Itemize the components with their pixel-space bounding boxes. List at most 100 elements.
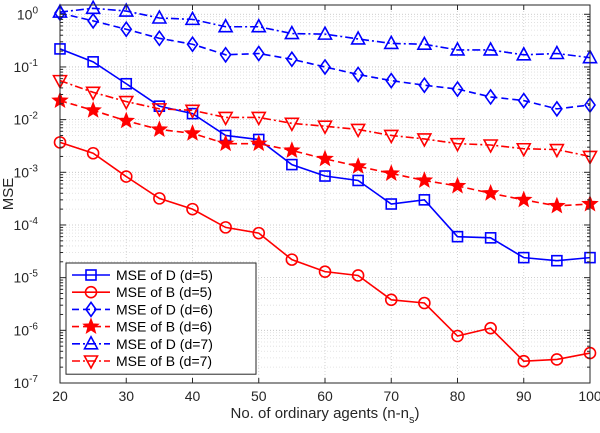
legend-marker	[83, 355, 99, 370]
data-point	[120, 77, 133, 90]
legend-entry: MSE of B (d=5)	[72, 284, 212, 300]
data-point	[184, 104, 201, 120]
data-point	[418, 296, 431, 310]
y-tick-label: 10-1	[14, 58, 39, 75]
data-point	[385, 72, 398, 90]
data-point	[150, 120, 169, 137]
data-point	[451, 230, 464, 243]
x-tick-label: 20	[52, 388, 68, 404]
data-point	[86, 146, 100, 160]
data-point	[250, 18, 267, 33]
data-point	[319, 58, 331, 76]
data-point	[118, 2, 135, 17]
data-point	[219, 221, 232, 234]
data-point	[351, 269, 365, 282]
data-point	[285, 50, 298, 68]
legend-label: MSE of D (d=7)	[116, 336, 213, 352]
legend-entry: MSE of D (d=5)	[72, 267, 213, 283]
y-tick-label: 10-2	[14, 111, 39, 128]
data-point	[118, 95, 135, 111]
data-point	[85, 86, 101, 101]
legend-label: MSE of D (d=6)	[116, 301, 213, 317]
y-tick-label: 10-4	[14, 216, 39, 233]
data-point	[219, 46, 232, 64]
legend-entry: MSE of B (d=7)	[72, 353, 212, 370]
data-point	[514, 190, 533, 208]
data-point	[549, 44, 565, 60]
data-point	[249, 134, 268, 152]
data-point	[283, 141, 301, 158]
series-2	[53, 136, 597, 368]
x-tick-label: 30	[118, 388, 134, 404]
series-line	[59, 48, 591, 262]
data-point	[481, 184, 500, 201]
legend-label: MSE of B (d=5)	[116, 284, 212, 300]
data-point	[319, 170, 331, 182]
y-tick-label: 10-5	[14, 269, 39, 286]
data-point	[448, 176, 467, 194]
legend-entry: MSE of D (d=7)	[72, 335, 213, 352]
x-tick-label: 40	[185, 388, 201, 404]
data-point	[517, 354, 531, 368]
y-tick-label: 10-7	[14, 374, 39, 391]
data-point	[350, 123, 366, 139]
data-point	[550, 353, 564, 366]
data-point	[153, 192, 166, 205]
data-point	[120, 20, 133, 38]
data-point	[416, 133, 433, 148]
legend-marker	[82, 317, 100, 335]
data-point	[217, 111, 234, 127]
x-tick-label: 80	[450, 388, 466, 404]
grid	[59, 5, 591, 384]
data-point	[383, 34, 400, 50]
series-line	[59, 79, 591, 158]
data-point	[284, 117, 300, 133]
data-point	[548, 196, 566, 214]
data-point	[385, 198, 398, 210]
data-point	[515, 46, 532, 61]
legend: MSE of D (d=5)MSE of B (d=5)MSE of D (d=…	[65, 262, 257, 375]
x-tick-label: 60	[317, 388, 333, 404]
data-point	[451, 80, 464, 98]
data-point	[382, 164, 401, 181]
legend-marker	[85, 269, 97, 281]
y-tick-label: 10-3	[14, 163, 39, 180]
legend-marker	[83, 335, 99, 350]
data-point	[117, 111, 136, 129]
legend-entry: MSE of D (d=6)	[72, 301, 213, 318]
data-point	[551, 254, 563, 267]
x-tick-label: 50	[251, 388, 267, 404]
data-point	[549, 143, 565, 159]
x-axis-label: No. of ordinary agents (n-ns)	[231, 405, 420, 426]
data-point	[119, 170, 133, 183]
data-point	[87, 56, 99, 68]
data-point	[350, 30, 366, 45]
data-point	[252, 45, 265, 62]
legend-marker	[85, 301, 97, 318]
data-point	[151, 103, 168, 118]
legend-label: MSE of B (d=7)	[116, 353, 212, 369]
data-point	[183, 124, 202, 141]
legend-marker	[84, 285, 98, 299]
data-point	[217, 18, 234, 33]
legend-entry: MSE of B (d=6)	[72, 317, 212, 335]
data-point	[85, 0, 101, 15]
data-point	[484, 321, 497, 335]
data-point	[151, 9, 168, 24]
data-point	[517, 251, 530, 264]
y-tick-label: 100	[17, 5, 39, 22]
series-line	[59, 12, 591, 110]
axis-ticks: 20 30 40 50 60 70 80 90 100 100 10-1 10-2 10-3 10-4 10…	[14, 5, 600, 404]
series-1	[54, 43, 596, 267]
data-point	[285, 253, 299, 266]
data-point	[418, 76, 431, 94]
data-point	[216, 134, 235, 152]
series-6	[52, 74, 598, 166]
data-point	[153, 29, 166, 47]
legend-label: MSE of D (d=5)	[116, 267, 213, 283]
data-point	[252, 226, 266, 240]
data-point	[352, 66, 365, 83]
series-layer	[51, 0, 599, 368]
data-point	[449, 137, 466, 153]
